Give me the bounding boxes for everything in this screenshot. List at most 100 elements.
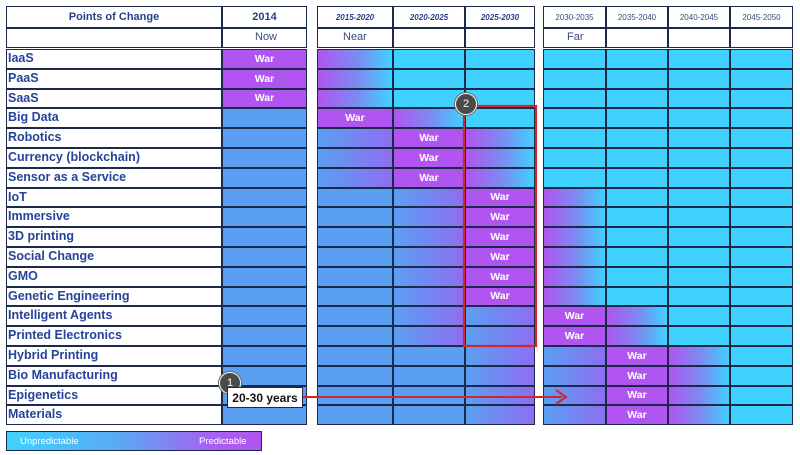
- row-label: Immersive: [8, 209, 70, 224]
- row-label-cell: [6, 306, 222, 327]
- grid-cell: [393, 207, 465, 228]
- grid-cell: [222, 187, 307, 208]
- row-label: Intelligent Agents: [8, 308, 113, 323]
- grid-cell: [668, 306, 730, 327]
- column-subheader-cell: [393, 28, 465, 48]
- grid-cell: [606, 207, 668, 228]
- row-label-cell: [6, 266, 222, 287]
- grid-cell: [668, 108, 730, 129]
- grid-cell: [543, 266, 606, 287]
- grid-cell: [465, 128, 535, 148]
- war-marker: War: [254, 72, 275, 85]
- grid-cell: [606, 187, 668, 208]
- header-label: Points of Change: [68, 11, 160, 23]
- grid-cell: [222, 167, 307, 188]
- column-header: 2035-2040: [617, 12, 657, 22]
- grid-cell: [222, 207, 307, 228]
- row-label: Sensor as a Service: [8, 169, 127, 184]
- grid-cell: [393, 286, 465, 307]
- grid-cell: [465, 68, 535, 89]
- war-marker: War: [490, 270, 510, 283]
- grid-cell: [668, 68, 730, 89]
- grid-cell: [606, 346, 668, 366]
- column-header: 2020-2025: [409, 12, 449, 22]
- timeline-label: 20-30 years: [227, 387, 303, 408]
- grid-cell: [317, 326, 393, 346]
- annotation-badge-2: 2: [455, 93, 477, 115]
- row-label: Epigenetics: [8, 387, 79, 402]
- row-label: IoT: [8, 189, 27, 204]
- row-label-cell: [6, 108, 222, 129]
- column-header: 2045-2050: [742, 12, 781, 22]
- grid-cell: [543, 227, 606, 247]
- grid-cell: [317, 187, 393, 208]
- grid-cell: [543, 128, 606, 148]
- war-marker: War: [254, 92, 275, 105]
- grid-cell: [393, 247, 465, 267]
- row-label-cell: [6, 187, 222, 208]
- grid-cell: [543, 88, 606, 109]
- grid-cell: [606, 286, 668, 307]
- grid-cell: [730, 128, 793, 148]
- war-marker: War: [419, 132, 439, 145]
- grid-cell: [222, 346, 307, 366]
- grid-cell: [668, 88, 730, 109]
- row-label: SaaS: [8, 90, 39, 105]
- grid-cell: [222, 266, 307, 287]
- row-label: Hybrid Printing: [8, 348, 99, 362]
- grid-cell: [730, 286, 793, 307]
- row-label-cell: [6, 207, 222, 228]
- war-marker: War: [490, 231, 510, 244]
- column-subheader-cell: [222, 28, 307, 48]
- grid-cell: [222, 88, 307, 109]
- grid-cell: [317, 167, 393, 188]
- grid-cell: [730, 365, 793, 386]
- grid-cell: [730, 88, 793, 109]
- grid-cell: [465, 49, 535, 69]
- row-label-cell: [6, 385, 222, 406]
- grid-cell: [393, 306, 465, 327]
- war-marker: War: [345, 112, 365, 125]
- grid-cell: [317, 286, 393, 307]
- grid-cell: [222, 306, 307, 327]
- grid-cell: [730, 167, 793, 188]
- grid-cell: [317, 49, 393, 69]
- row-label-cell: [6, 68, 222, 89]
- column-subheader-cell: [668, 28, 730, 48]
- grid-cell: [668, 326, 730, 346]
- row-label-cell: [6, 247, 222, 267]
- legend: Unpredictable Predictable: [6, 431, 262, 451]
- grid-cell: [730, 405, 793, 426]
- column-header: 2040-2045: [679, 12, 719, 22]
- row-label: Genetic Engineering: [8, 288, 130, 303]
- grid-cell: [465, 346, 535, 366]
- grid-cell: [730, 247, 793, 267]
- war-marker: War: [627, 349, 647, 362]
- grid-cell: [543, 405, 606, 426]
- group-label: Now: [255, 31, 278, 43]
- header-label-cell: [6, 6, 222, 28]
- row-label: Printed Electronics: [8, 328, 122, 343]
- grid-cell: [730, 148, 793, 168]
- war-marker: War: [490, 211, 510, 224]
- grid-cell: [668, 286, 730, 307]
- grid-cell: [606, 49, 668, 69]
- grid-cell: [543, 108, 606, 129]
- grid-cell: [317, 405, 393, 426]
- grid-cell: [606, 385, 668, 406]
- grid-cell: [543, 49, 606, 69]
- column-header-cell: [606, 6, 668, 28]
- grid-cell: [465, 108, 535, 129]
- row-label-cell: [6, 148, 222, 168]
- grid-cell: [606, 88, 668, 109]
- grid-cell: [543, 286, 606, 307]
- subheader-label-cell: [6, 28, 222, 48]
- grid-cell: [543, 207, 606, 228]
- grid-cell: [606, 247, 668, 267]
- row-label-cell: [6, 88, 222, 109]
- grid-cell: [317, 88, 393, 109]
- war-marker: War: [419, 171, 439, 184]
- grid-cell: [543, 326, 606, 346]
- grid-cell: [606, 405, 668, 426]
- war-marker: War: [564, 310, 585, 323]
